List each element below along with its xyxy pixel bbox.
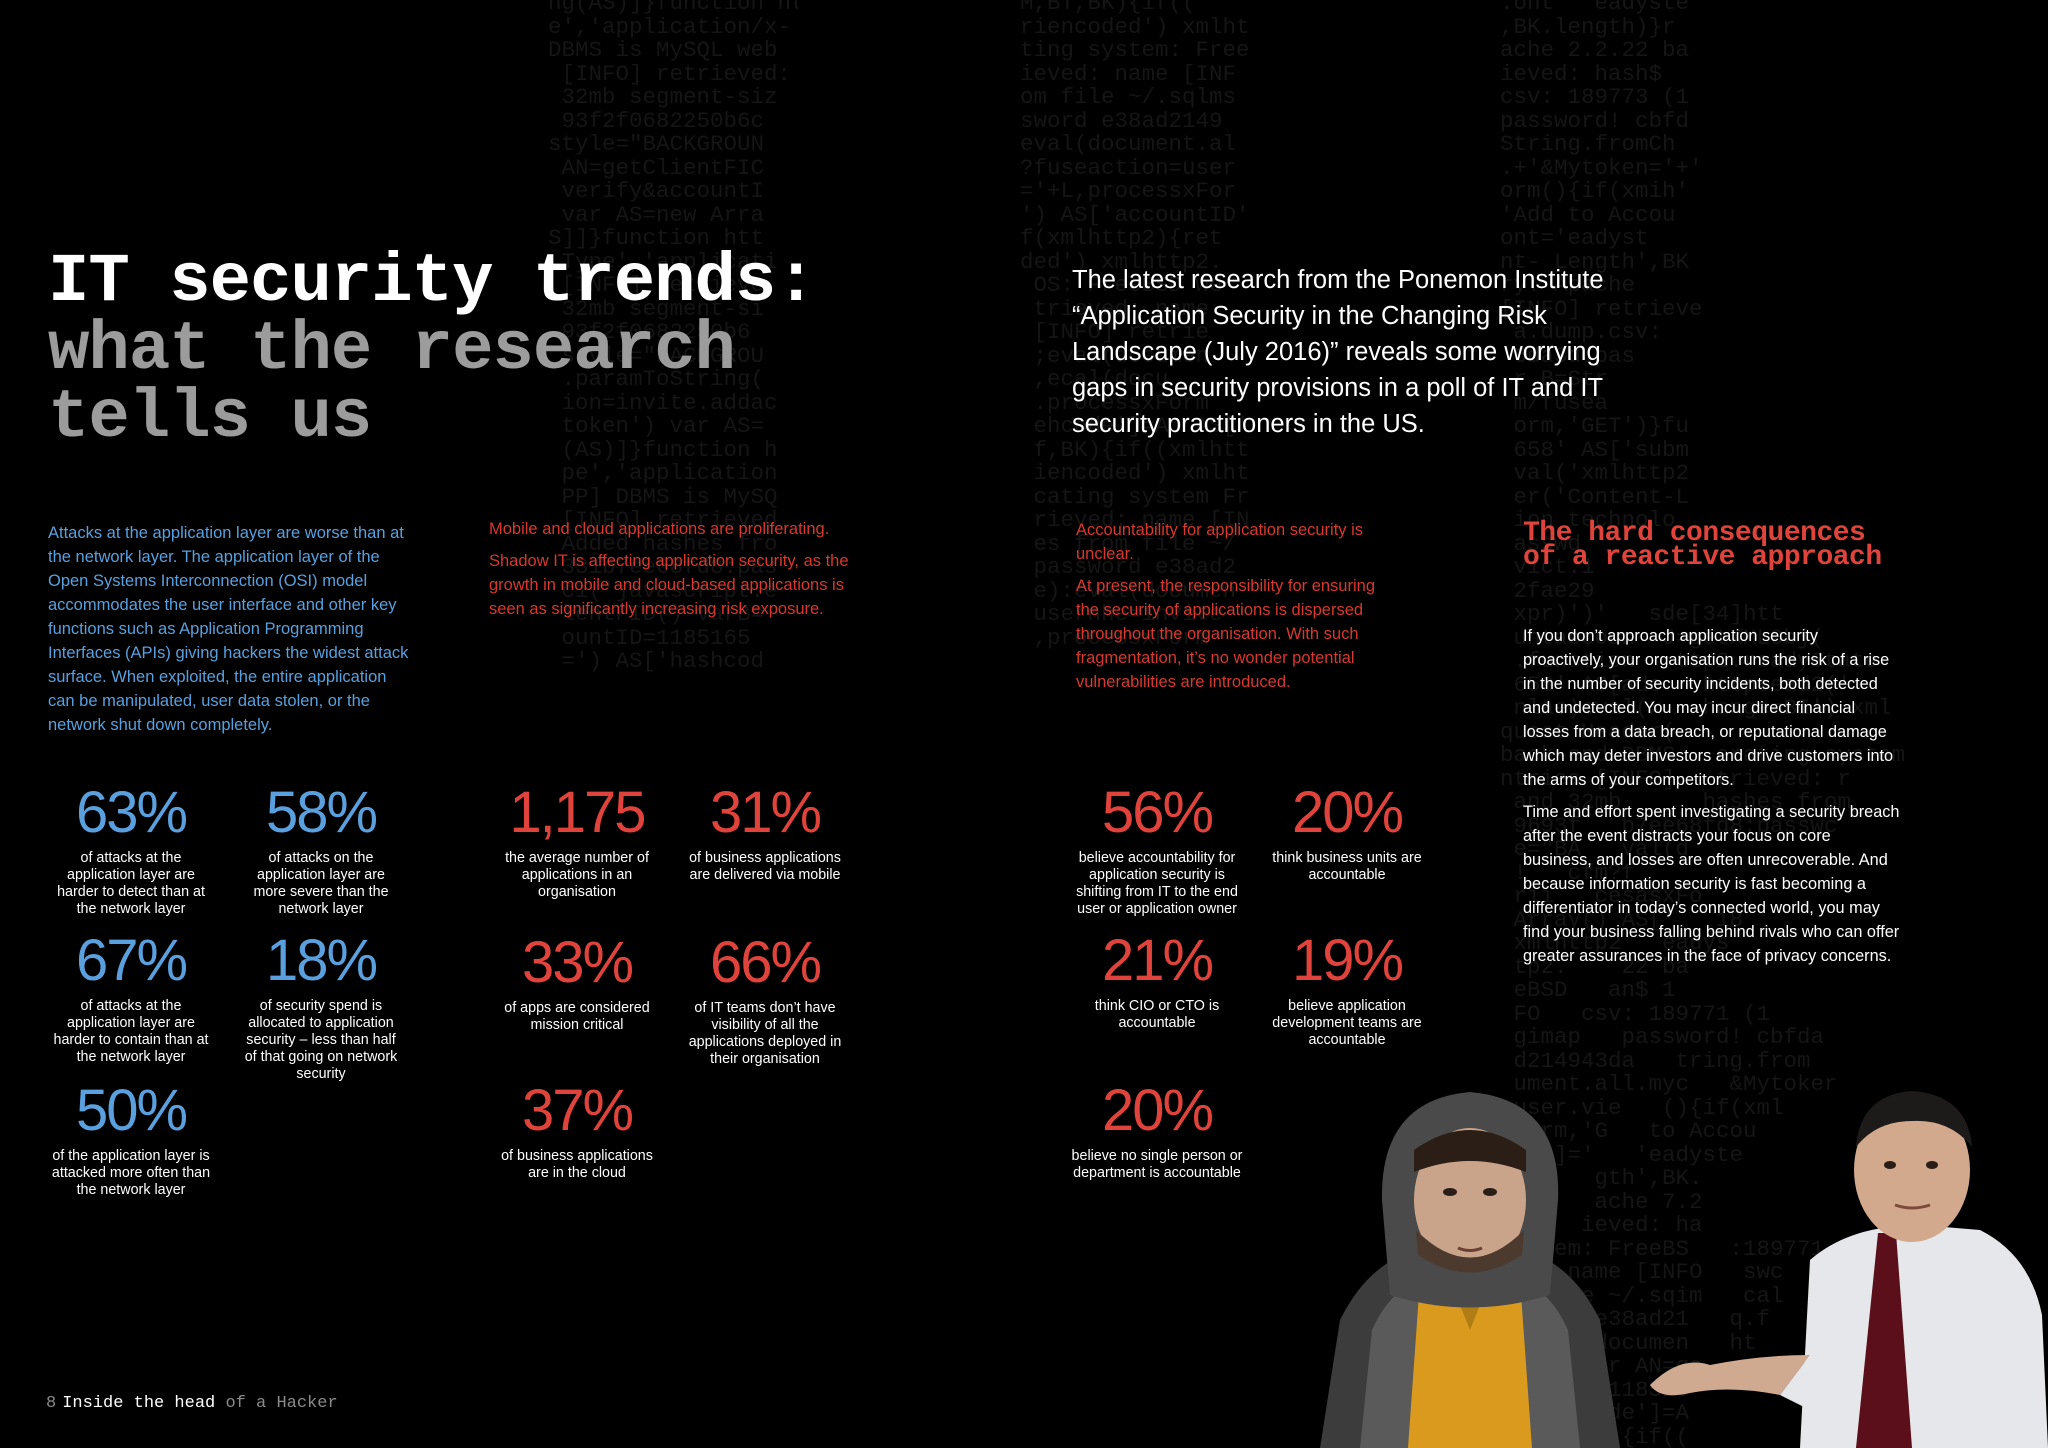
stat-card: 20% think business units are accountable — [1262, 782, 1432, 884]
stat-value: 63% — [75, 780, 188, 845]
stat-value: 20% — [1101, 1078, 1214, 1143]
stat-card: 50% of the application layer is attacked… — [46, 1080, 216, 1199]
stat-value: 18% — [265, 928, 378, 993]
stat-card: 33% of apps are considered mission criti… — [491, 932, 663, 1034]
stat-card: 58% of attacks on the application layer … — [240, 782, 402, 918]
page-number: 8 — [46, 1394, 57, 1413]
title-line-1: IT security trends: — [48, 243, 817, 321]
accountability-text: At present, the responsibility for ensur… — [1076, 577, 1375, 691]
stat-value: 19% — [1291, 928, 1404, 993]
stat-label: believe application development teams ar… — [1272, 998, 1422, 1048]
stat-value: 31% — [709, 780, 822, 845]
stat-value: 1,175 — [509, 780, 646, 845]
osi-paragraph: Attacks at the application layer are wor… — [48, 521, 410, 745]
stat-value: 37% — [521, 1078, 634, 1143]
osi-text: Attacks at the application layer are wor… — [48, 524, 409, 734]
mobile-text: Shadow IT is affecting application secur… — [489, 552, 849, 618]
stat-value: 56% — [1101, 780, 1214, 845]
stat-card: 31% of business applications are deliver… — [680, 782, 850, 884]
stat-value: 21% — [1101, 928, 1214, 993]
hard-consequences-p1: If you don’t approach application securi… — [1523, 627, 1894, 789]
stat-label: believe accountability for application s… — [1076, 850, 1238, 917]
businessman-photo — [1650, 1091, 2048, 1448]
stat-label: of security spend is allocated to applic… — [244, 998, 398, 1082]
intro-paragraph: The latest research from the Ponemon Ins… — [1072, 266, 1604, 438]
stat-label: the average number of applications in an… — [505, 850, 649, 900]
stat-label: of IT teams don’t have visibility of all… — [688, 1000, 842, 1067]
stat-card: 18% of security spend is allocated to ap… — [240, 930, 402, 1083]
page-title: IT security trends: what the research te… — [48, 243, 817, 457]
stat-card: 63% of attacks at the application layer … — [50, 782, 212, 918]
stat-label: of the application layer is attacked mor… — [51, 1148, 211, 1198]
stat-label: of business applications are in the clou… — [501, 1148, 653, 1181]
stat-card: 56% believe accountability for applicati… — [1070, 782, 1244, 918]
accountability-paragraph: Accountability for application security … — [1076, 518, 1388, 702]
stat-value: 67% — [75, 928, 188, 993]
title-line-3: tells us — [48, 379, 372, 457]
hard-consequences-p2: Time and effort spent investigating a se… — [1523, 803, 1900, 965]
stat-value: 33% — [521, 930, 634, 995]
stat-value: 58% — [265, 780, 378, 845]
stat-label: of attacks on the application layer are … — [253, 850, 389, 917]
mobile-heading: Mobile and cloud applications are prolif… — [489, 520, 830, 538]
stat-label: believe no single person or department i… — [1071, 1148, 1243, 1181]
stat-value: 50% — [75, 1078, 188, 1143]
stat-label: think business units are accountable — [1272, 850, 1422, 883]
hard-consequences-heading: The hard consequences of a reactive appr… — [1523, 518, 1882, 573]
stat-label: of apps are considered mission critical — [504, 1000, 650, 1033]
stat-card: 67% of attacks at the application layer … — [50, 930, 212, 1066]
stat-value: 66% — [709, 930, 822, 995]
stat-label: of attacks at the application layer are … — [57, 850, 205, 917]
mobile-cloud-paragraph: Mobile and cloud applications are prolif… — [489, 517, 854, 629]
stat-card: 19% believe application development team… — [1262, 930, 1432, 1049]
stat-label: think CIO or CTO is accountable — [1094, 998, 1220, 1031]
stat-card: 1,175 the average number of applications… — [496, 782, 658, 901]
footer-publication-title: Inside the head — [62, 1394, 216, 1413]
stat-label: of business applications are delivered v… — [689, 850, 841, 883]
hard-consequences-body: If you don’t approach application securi… — [1523, 624, 1903, 976]
stat-label: of attacks at the application layer are … — [53, 998, 209, 1065]
footer-publication-subtitle: of a Hacker — [225, 1394, 338, 1413]
stat-value: 20% — [1291, 780, 1404, 845]
accountability-heading: Accountability for application security … — [1076, 521, 1364, 563]
hooded-hacker-photo — [1320, 1092, 1620, 1448]
stat-card: 37% of business applications are in the … — [491, 1080, 663, 1182]
title-line-2: what the research — [48, 311, 736, 389]
stat-card: 66% of IT teams don’t have visibility of… — [680, 932, 850, 1068]
stat-card: 21% think CIO or CTO is accountable — [1070, 930, 1244, 1032]
page-footer: 8 Inside the head of a Hacker — [46, 1394, 338, 1413]
stat-card: 20% believe no single person or departme… — [1070, 1080, 1244, 1182]
